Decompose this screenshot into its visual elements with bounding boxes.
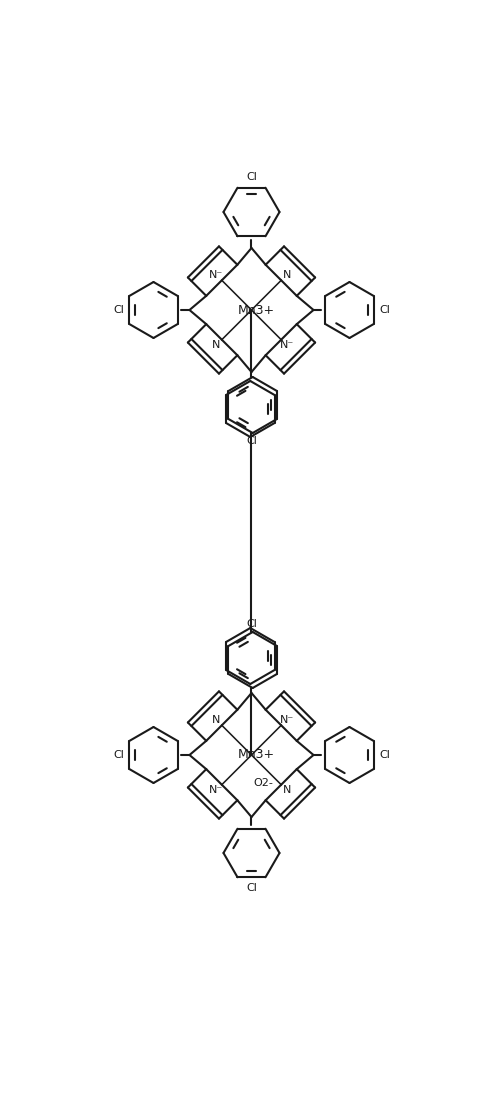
Text: Cl: Cl — [379, 750, 390, 760]
Text: Cl: Cl — [246, 172, 257, 182]
Text: Cl: Cl — [113, 305, 124, 315]
Text: Mn3+: Mn3+ — [238, 748, 275, 761]
Text: Cl: Cl — [246, 883, 257, 893]
Text: N: N — [212, 340, 220, 351]
Text: Cl: Cl — [246, 618, 257, 628]
Text: Mn3+: Mn3+ — [238, 304, 275, 317]
Text: Cl: Cl — [379, 305, 390, 315]
Text: N⁻: N⁻ — [209, 270, 223, 279]
Text: N⁻: N⁻ — [209, 785, 223, 795]
Text: N: N — [283, 270, 291, 279]
Text: Cl: Cl — [113, 750, 124, 760]
Text: N: N — [212, 715, 220, 725]
Text: N⁻: N⁻ — [280, 715, 294, 725]
Text: N⁻: N⁻ — [280, 340, 294, 351]
Text: Cl: Cl — [246, 437, 257, 447]
Text: N: N — [283, 785, 291, 795]
Text: O2-: O2- — [254, 778, 274, 788]
